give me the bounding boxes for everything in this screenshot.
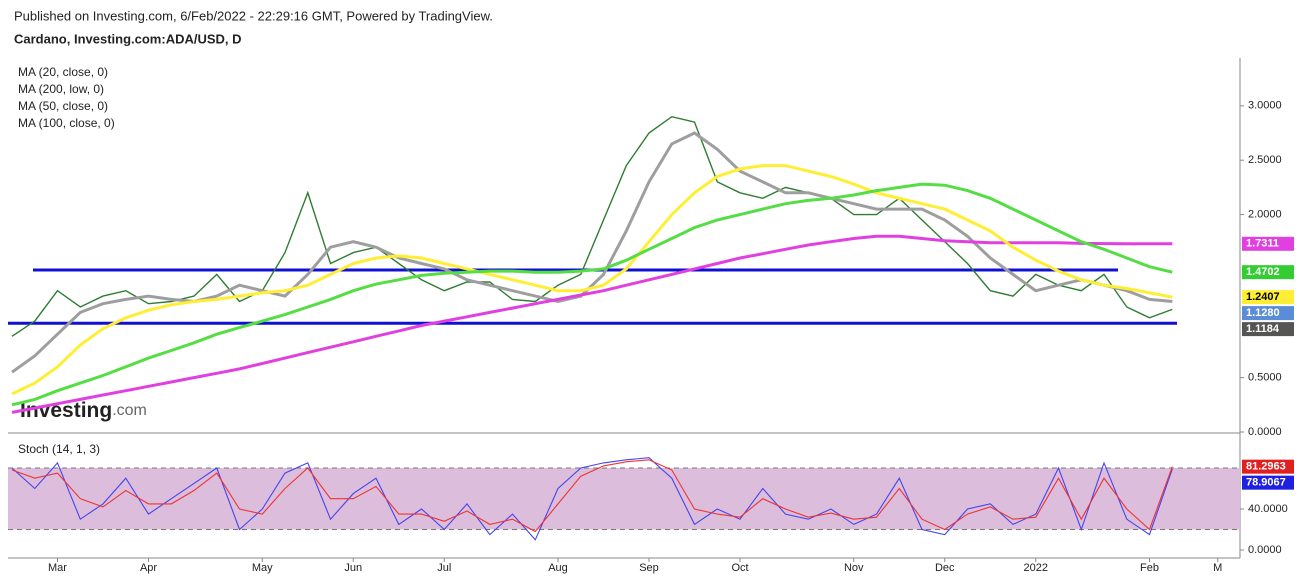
chart-title: Cardano, Investing.com:ADA/USD, D	[14, 31, 242, 46]
y-tick-label: 3.0000	[1248, 100, 1282, 112]
y-tick-label: 2.0000	[1248, 208, 1282, 220]
x-tick-label: Apr	[140, 562, 157, 574]
watermark-main: Investing	[20, 399, 112, 422]
watermark: Investing.com	[20, 399, 147, 422]
x-tick-label: May	[252, 562, 273, 574]
price-label-box	[1242, 290, 1294, 305]
stoch-band	[8, 467, 1240, 530]
price-label-box	[1242, 475, 1294, 490]
price-label-box	[1242, 322, 1294, 337]
y-tick-label: 0.5000	[1248, 372, 1282, 384]
x-tick-label: Aug	[548, 562, 568, 574]
y-tick-label: 0.0000	[1248, 544, 1282, 556]
published-note: Published on Investing.com, 6/Feb/2022 -…	[14, 8, 493, 23]
watermark-suffix: .com	[112, 402, 147, 419]
price-label-box	[1242, 265, 1294, 280]
price-label-box	[1242, 459, 1294, 474]
legend-entry: MA (20, close, 0)	[18, 65, 108, 79]
y-tick-label: 0.0000	[1248, 426, 1282, 438]
x-tick-label: Jul	[437, 562, 451, 574]
legend-entry: MA (200, low, 0)	[18, 82, 104, 96]
price-label: 81.2963	[1246, 461, 1286, 473]
x-tick-label: 2022	[1024, 562, 1048, 574]
x-tick-label: Oct	[731, 562, 748, 574]
price-label-box	[1242, 236, 1294, 251]
price-label: 78.9067	[1246, 477, 1286, 489]
price-label: 1.2407	[1246, 291, 1280, 303]
x-tick-label: M	[1213, 562, 1222, 574]
price-label: 1.7311	[1246, 238, 1279, 250]
legend-entry: MA (50, close, 0)	[18, 99, 108, 113]
price-label: 1.4702	[1246, 266, 1280, 278]
data-line	[11, 459, 1173, 533]
data-line	[11, 182, 1173, 407]
data-line	[11, 164, 1173, 396]
data-line	[11, 115, 1173, 337]
y-tick-label: 40.0000	[1248, 503, 1288, 515]
x-tick-label: Jun	[344, 562, 362, 574]
data-line	[11, 457, 1173, 541]
price-label-box	[1242, 306, 1294, 321]
legend-entry: MA (100, close, 0)	[18, 116, 115, 130]
x-tick-label: Nov	[844, 562, 864, 574]
x-tick-label: Sep	[639, 562, 659, 574]
price-label: 1.1280	[1246, 307, 1280, 319]
data-line	[11, 131, 1173, 374]
y-tick-label: 2.5000	[1248, 154, 1282, 166]
price-label: 1.1184	[1246, 323, 1280, 335]
stoch-title: Stoch (14, 1, 3)	[18, 442, 100, 456]
data-line	[11, 234, 1173, 414]
x-tick-label: Dec	[935, 562, 955, 574]
x-tick-label: Feb	[1140, 562, 1159, 574]
x-tick-label: Mar	[48, 562, 67, 574]
